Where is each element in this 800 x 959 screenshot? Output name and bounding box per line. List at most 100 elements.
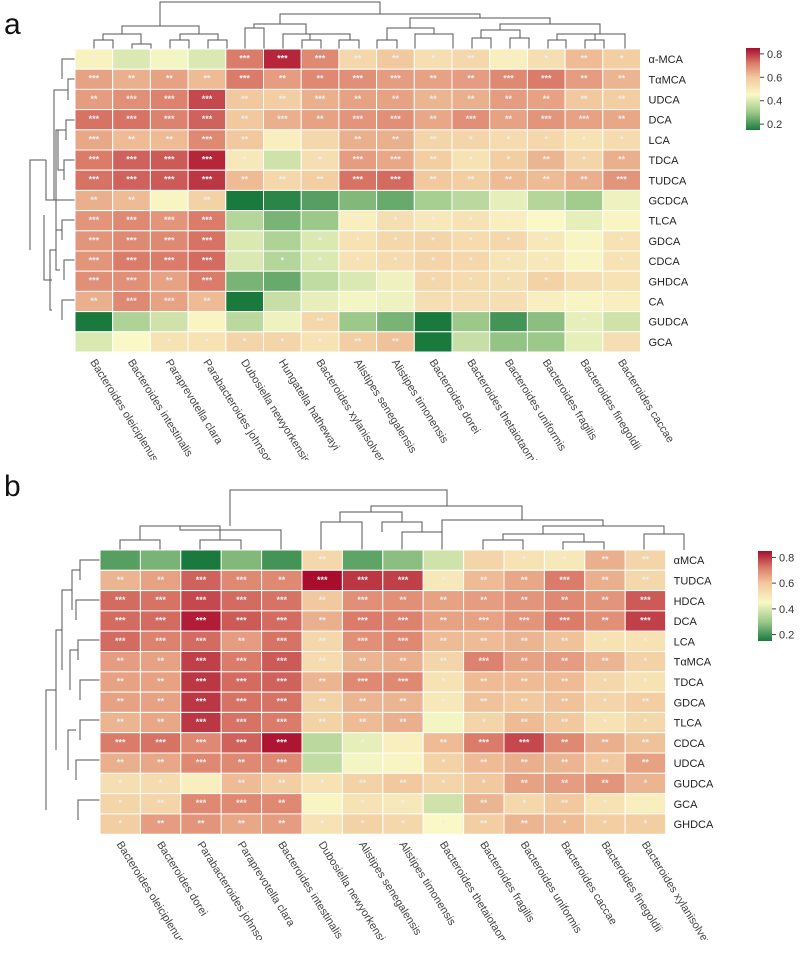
significance-label: ** xyxy=(128,134,136,144)
heatmap-cell xyxy=(149,311,189,333)
heatmap-cell xyxy=(422,711,465,734)
significance-label: *** xyxy=(202,114,213,124)
row-label: CDCA xyxy=(674,738,706,750)
significance-label: * xyxy=(507,256,511,266)
significance-label: * xyxy=(167,195,171,205)
significance-label: *** xyxy=(155,615,166,625)
heatmap-cell xyxy=(422,549,465,571)
significance-label: ** xyxy=(241,134,249,144)
heatmap-cell xyxy=(225,210,265,232)
significance-label: ** xyxy=(430,94,438,104)
heatmap-cell xyxy=(413,189,453,212)
significance-label: * xyxy=(603,717,607,727)
column-dendrogram xyxy=(93,1,626,49)
significance-label: ** xyxy=(561,758,569,768)
significance-label: ** xyxy=(521,636,529,646)
significance-label: * xyxy=(544,296,548,306)
significance-label: ** xyxy=(359,697,367,707)
significance-label: *** xyxy=(236,676,247,686)
significance-label: *** xyxy=(126,296,137,306)
significance-label: ** xyxy=(279,94,287,104)
significance-label: ** xyxy=(117,697,125,707)
significance-label: ** xyxy=(279,175,287,185)
significance-label: ** xyxy=(317,74,325,84)
significance-label: *** xyxy=(352,114,363,124)
significance-label: ** xyxy=(238,818,246,828)
significance-label: *** xyxy=(196,737,207,747)
significance-label: ** xyxy=(561,737,569,747)
heatmap-cell xyxy=(301,793,343,815)
heatmap-cell xyxy=(624,813,667,835)
heatmap-cell xyxy=(300,129,340,151)
panel-label-b: b xyxy=(4,470,21,503)
significance-label: ** xyxy=(580,74,588,84)
significance-label: * xyxy=(431,235,435,245)
heatmap-cell xyxy=(602,331,641,353)
heatmap-cell xyxy=(489,290,528,313)
significance-label: ** xyxy=(392,94,400,104)
significance-label: * xyxy=(243,155,247,165)
significance-label: *** xyxy=(277,54,288,64)
significance-label: *** xyxy=(616,175,627,185)
significance-label: * xyxy=(603,798,607,808)
significance-label: * xyxy=(318,256,322,266)
heatmap-cell xyxy=(225,311,265,333)
significance-label: * xyxy=(544,54,548,64)
significance-label: *** xyxy=(196,717,207,727)
significance-label: *** xyxy=(390,155,401,165)
heatmap-cell xyxy=(338,290,378,313)
significance-label: *** xyxy=(126,94,137,104)
significance-label: ** xyxy=(642,697,650,707)
significance-label: *** xyxy=(519,737,530,747)
heatmap-cell xyxy=(602,311,641,333)
significance-label: * xyxy=(582,155,586,165)
column-label: Bacteroides oleiciplenus xyxy=(114,839,187,940)
significance-label: ** xyxy=(319,636,327,646)
significance-label: *** xyxy=(164,215,175,225)
significance-label: *** xyxy=(239,74,250,84)
significance-label: ** xyxy=(440,737,448,747)
significance-label: ** xyxy=(117,758,125,768)
significance-label: *** xyxy=(164,94,175,104)
significance-label: *** xyxy=(640,595,651,605)
significance-label: ** xyxy=(521,676,529,686)
column-label: Bacteroides intestinalis xyxy=(125,357,195,459)
significance-label: *** xyxy=(390,114,401,124)
heatmap-cell xyxy=(376,290,415,313)
color-bar xyxy=(758,551,772,641)
significance-label: ** xyxy=(317,316,325,326)
significance-label: * xyxy=(644,636,648,646)
significance-label: *** xyxy=(164,296,175,306)
heatmap-cell xyxy=(187,48,227,70)
significance-label: ** xyxy=(521,778,529,788)
significance-label: *** xyxy=(196,676,207,686)
significance-label: * xyxy=(644,656,648,666)
heatmap-cell xyxy=(74,331,114,353)
significance-label: ** xyxy=(319,555,327,565)
heatmap-cell xyxy=(263,129,302,151)
heatmap-cell xyxy=(301,752,343,774)
significance-label: ** xyxy=(561,717,569,727)
significance-label: *** xyxy=(196,697,207,707)
significance-label: ** xyxy=(128,74,136,84)
significance-label: * xyxy=(507,276,511,286)
significance-label: ** xyxy=(480,758,488,768)
row-label: TLCA xyxy=(649,216,678,228)
significance-label: ** xyxy=(157,656,165,666)
significance-label: *** xyxy=(155,595,166,605)
significance-label: *** xyxy=(89,114,100,124)
significance-label: *** xyxy=(196,575,207,585)
column-label: Parabacteroides johnsonii xyxy=(194,839,271,940)
significance-label: *** xyxy=(277,737,288,747)
significance-label: * xyxy=(644,717,648,727)
significance-label: *** xyxy=(202,276,213,286)
significance-label: *** xyxy=(202,155,213,165)
significance-label: * xyxy=(356,235,360,245)
significance-label: ** xyxy=(157,717,165,727)
heatmap-cell xyxy=(300,270,340,292)
significance-label: *** xyxy=(398,636,409,646)
significance-label: *** xyxy=(579,114,590,124)
significance-label: ** xyxy=(319,595,327,605)
significance-label: ** xyxy=(618,94,626,104)
significance-label: ** xyxy=(399,778,407,788)
